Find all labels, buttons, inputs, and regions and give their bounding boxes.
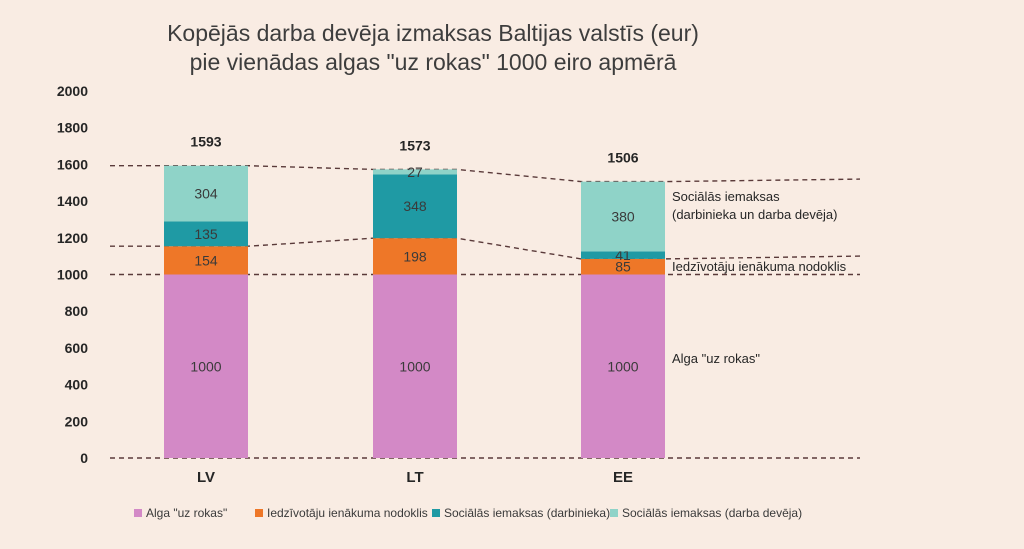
bar-segment-lv-s2 xyxy=(164,221,248,247)
data-label: 304 xyxy=(194,186,218,202)
y-tick-label: 1000 xyxy=(57,267,88,283)
legend-label: Sociālās iemaksas (darbinieka) xyxy=(444,506,610,520)
total-label: 1593 xyxy=(190,134,221,150)
x-axis: LV LT EE xyxy=(197,469,633,486)
y-tick-label: 2000 xyxy=(57,83,88,99)
legend-swatch xyxy=(610,509,618,517)
bar-segment-ee-s3 xyxy=(581,181,665,252)
x-tick-label: LV xyxy=(197,469,215,486)
bar-segment-lv-s0 xyxy=(164,274,248,458)
bar-segment-ee-s0 xyxy=(581,274,665,458)
bar-segment-lt-s0 xyxy=(373,274,457,458)
y-tick-label: 400 xyxy=(65,377,89,393)
data-label: 380 xyxy=(611,209,635,225)
bar-segment-lv-s1 xyxy=(164,246,248,275)
y-axis: 0 200 400 600 800 1000 1200 1400 1600 1800 2000 xyxy=(57,83,88,466)
bar-segment-lt-s1 xyxy=(373,238,457,275)
legend-label: Sociālās iemaksas (darba devēja) xyxy=(622,506,802,520)
data-label: 85 xyxy=(615,259,631,275)
x-tick-label: EE xyxy=(613,469,633,486)
annotation-label: (darbinieka un darba devēja) xyxy=(672,207,838,222)
legend-swatch xyxy=(432,509,440,517)
total-label: 1573 xyxy=(399,137,430,153)
y-tick-label: 1800 xyxy=(57,120,88,136)
y-tick-label: 600 xyxy=(65,340,89,356)
data-label: 198 xyxy=(403,248,427,264)
bars: 1000154135304159310001983482715731000854… xyxy=(164,134,665,458)
bar-segment-lt-s3 xyxy=(373,169,457,175)
data-label: 1000 xyxy=(190,358,221,374)
chart-title-line-2: pie vienādas algas "uz rokas" 1000 eiro … xyxy=(190,49,677,75)
x-tick-label: LT xyxy=(406,469,423,486)
data-label: 27 xyxy=(407,164,423,180)
bar-segment-lt-s2 xyxy=(373,174,457,239)
chart-title: Kopējās darba devēja izmaksas Baltijas v… xyxy=(167,20,699,75)
bar-segment-lv-s3 xyxy=(164,165,248,222)
chart-title-line-1: Kopējās darba devēja izmaksas Baltijas v… xyxy=(167,20,699,46)
total-label: 1506 xyxy=(607,150,638,166)
legend-swatch xyxy=(134,509,142,517)
annotation-label: Alga "uz rokas" xyxy=(672,351,760,366)
annotations: Sociālās iemaksas (darbinieka un darba de… xyxy=(672,189,847,366)
annotation-label: Iedzīvotāju ienākuma nodoklis xyxy=(672,259,847,274)
y-tick-label: 1400 xyxy=(57,193,88,209)
y-tick-label: 0 xyxy=(80,450,88,466)
data-label: 1000 xyxy=(399,358,430,374)
bar-segment-ee-s2 xyxy=(581,251,665,259)
bar-segment-ee-s1 xyxy=(581,258,665,275)
y-tick-label: 200 xyxy=(65,413,89,429)
legend-swatch xyxy=(255,509,263,517)
y-tick-label: 1200 xyxy=(57,230,88,246)
y-tick-label: 1600 xyxy=(57,156,88,172)
legend-label: Iedzīvotāju ienākuma nodoklis xyxy=(267,506,428,520)
legend: Alga "uz rokas" Iedzīvotāju ienākuma nodo… xyxy=(134,506,802,520)
y-tick-label: 800 xyxy=(65,303,89,319)
legend-label: Alga "uz rokas" xyxy=(146,506,227,520)
data-label: 135 xyxy=(194,226,218,242)
data-label: 1000 xyxy=(607,358,638,374)
data-label: 348 xyxy=(403,198,427,214)
data-label: 154 xyxy=(194,252,218,268)
annotation-label: Sociālās iemaksas xyxy=(672,189,780,204)
